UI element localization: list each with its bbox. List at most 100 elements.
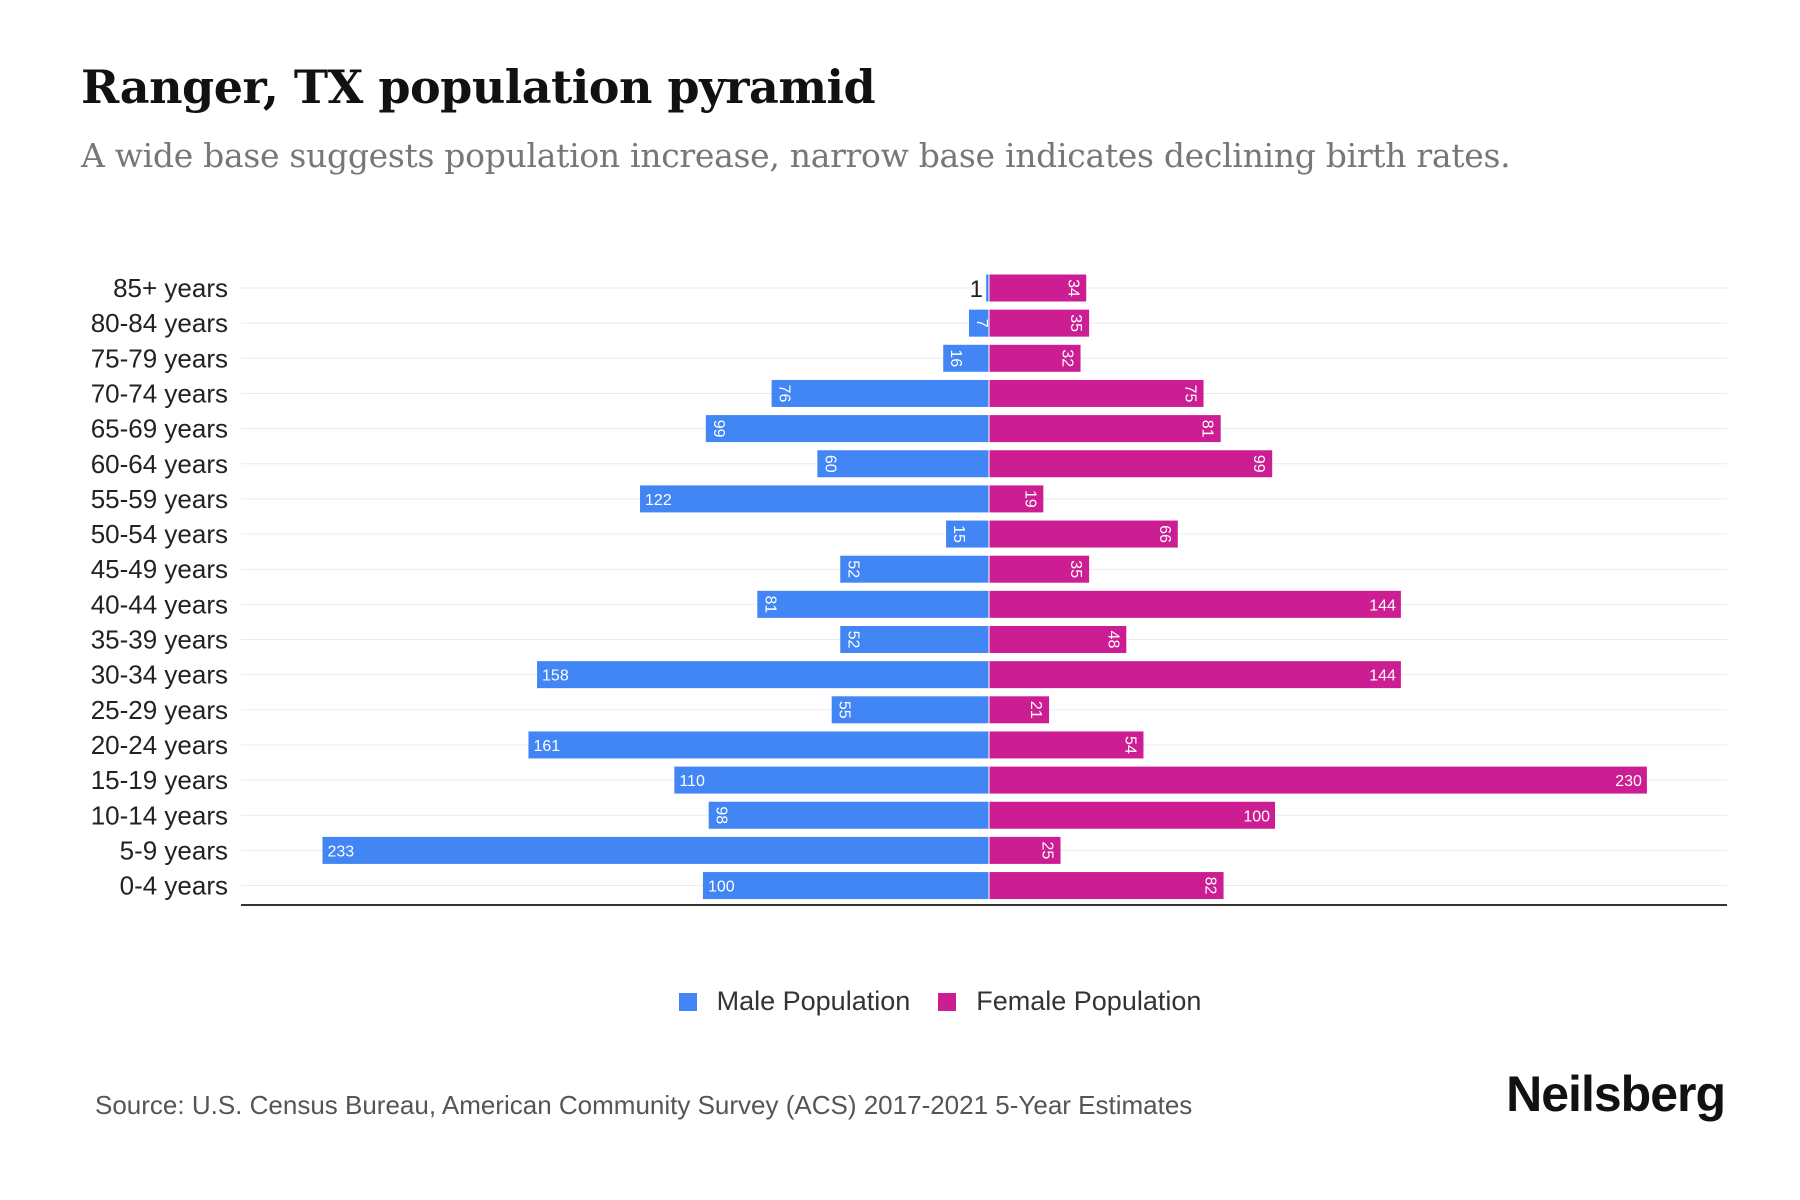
female-bar — [989, 555, 1090, 583]
male-bar — [674, 766, 989, 794]
female-bar — [989, 766, 1647, 794]
male-value-label: 100 — [708, 879, 735, 896]
female-bar — [989, 801, 1276, 829]
category-label: 15-19 years — [91, 765, 228, 795]
category-label: 55-59 years — [91, 484, 228, 514]
chart-subtitle: A wide base suggests population increase… — [81, 136, 1511, 175]
female-bar — [989, 626, 1127, 653]
female-bar — [989, 274, 1087, 302]
category-label: 5-9 years — [120, 835, 228, 865]
female-value-label: 100 — [1243, 808, 1270, 825]
male-bar — [708, 801, 989, 829]
male-value-label: 122 — [645, 492, 672, 509]
male-value-label: 158 — [542, 668, 569, 685]
male-bar — [705, 415, 989, 443]
male-bar — [757, 590, 989, 618]
category-label: 70-74 years — [91, 378, 228, 408]
female-value-label: 144 — [1369, 668, 1396, 685]
category-label: 35-39 years — [91, 625, 228, 655]
category-label: 60-64 years — [91, 449, 228, 479]
source-note: Source: U.S. Census Bureau, American Com… — [95, 1090, 1193, 1120]
legend-swatch-female — [938, 992, 957, 1011]
female-bar — [989, 485, 1044, 513]
legend-swatch-male — [678, 992, 697, 1011]
female-bar — [989, 309, 1090, 337]
male-bar — [946, 520, 989, 548]
female-value-label: 144 — [1369, 597, 1396, 614]
male-value-label: 1 — [970, 276, 983, 303]
legend-label-male: Male Population — [716, 986, 911, 1016]
female-bar — [989, 520, 1178, 548]
male-value-label: 110 — [679, 773, 705, 790]
category-label: 75-79 years — [91, 343, 228, 373]
female-bar — [989, 872, 1224, 900]
female-value-label: 32 — [1059, 349, 1076, 367]
male-bar — [322, 836, 990, 864]
category-label: 50-54 years — [91, 519, 228, 549]
male-value-label: 161 — [533, 738, 560, 755]
legend-item-male: Male Population — [678, 986, 911, 1017]
male-value-label: 76 — [776, 385, 793, 403]
female-value-label: 75 — [1182, 385, 1199, 403]
female-bar — [989, 731, 1144, 759]
female-bar — [989, 696, 1050, 724]
category-label: 20-24 years — [91, 730, 228, 760]
female-bar — [989, 344, 1081, 372]
category-label: 10-14 years — [91, 800, 228, 830]
female-bar — [989, 836, 1061, 864]
female-value-label: 48 — [1104, 631, 1121, 649]
female-bar — [989, 661, 1401, 689]
male-value-label: 81 — [761, 595, 778, 613]
female-value-label: 230 — [1615, 773, 1642, 790]
male-bar — [831, 696, 989, 724]
chart-title: Ranger, TX population pyramid — [81, 60, 876, 114]
female-value-label: 99 — [1250, 455, 1267, 473]
female-bar — [989, 379, 1204, 407]
category-label: 0-4 years — [120, 871, 228, 901]
female-value-label: 66 — [1156, 525, 1173, 543]
male-bar — [702, 872, 989, 900]
female-bar — [989, 415, 1221, 443]
male-bar — [640, 485, 989, 513]
female-value-label: 19 — [1021, 490, 1038, 508]
female-value-label: 21 — [1027, 701, 1044, 719]
category-label: 25-29 years — [91, 695, 228, 725]
male-value-label: 15 — [950, 525, 967, 543]
male-bar — [840, 626, 989, 653]
female-value-label: 25 — [1039, 842, 1056, 860]
category-label: 80-84 years — [91, 308, 228, 338]
male-bar — [943, 344, 989, 372]
female-bar — [989, 450, 1273, 478]
male-value-label: 7 — [973, 319, 990, 328]
category-label: 45-49 years — [91, 554, 228, 584]
female-value-label: 35 — [1067, 314, 1084, 332]
male-value-label: 233 — [328, 843, 355, 860]
female-value-label: 81 — [1199, 420, 1216, 438]
male-bar — [968, 309, 989, 337]
male-bar — [537, 661, 989, 689]
female-value-label: 34 — [1064, 279, 1081, 297]
male-value-label: 60 — [821, 455, 838, 473]
legend-item-female: Female Population — [938, 986, 1201, 1017]
male-value-label: 99 — [710, 420, 727, 438]
male-value-label: 55 — [836, 701, 853, 719]
neilsberg-logo: Neilsberg — [1506, 1066, 1726, 1122]
female-value-label: 54 — [1121, 736, 1138, 754]
female-bar — [989, 590, 1401, 618]
legend: Male Population Female Population — [0, 986, 1800, 1017]
category-label: 85+ years — [113, 273, 228, 303]
male-value-label: 52 — [844, 560, 861, 578]
category-label: 65-69 years — [91, 414, 228, 444]
legend-label-female: Female Population — [976, 986, 1202, 1016]
category-label: 30-34 years — [91, 660, 228, 690]
male-bar — [840, 555, 989, 583]
category-label: 40-44 years — [91, 589, 228, 619]
male-bar — [528, 731, 989, 759]
female-value-label: 82 — [1202, 877, 1219, 895]
male-value-label: 16 — [947, 349, 964, 367]
male-bar — [817, 450, 989, 478]
male-bar — [771, 379, 989, 407]
male-bar — [986, 274, 989, 302]
male-value-label: 52 — [844, 631, 861, 649]
